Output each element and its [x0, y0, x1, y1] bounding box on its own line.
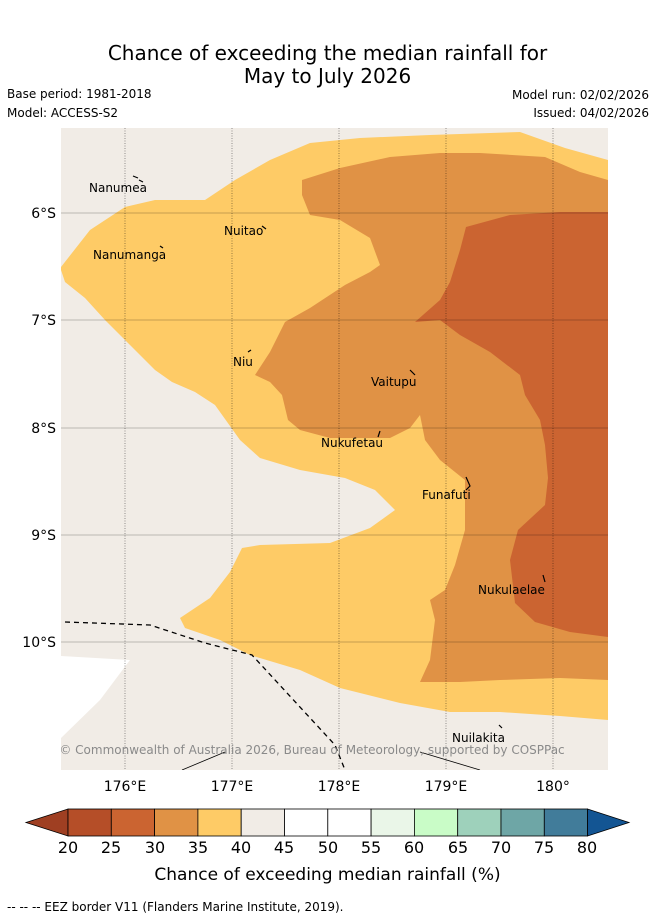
graticule [124, 128, 554, 770]
island-outlines [132, 175, 546, 729]
map-contours [61, 128, 608, 770]
latitude-lines [61, 212, 608, 643]
lat-label-9s: 9°S [31, 528, 56, 544]
lon-label-180: 180° [536, 779, 570, 795]
colorbar-tick-55: 55 [361, 838, 381, 857]
eez-border-south [181, 751, 226, 770]
issued-text: Issued: 04/02/2026 [533, 106, 649, 120]
colorbar-bin-55-60 [370, 808, 415, 837]
lat-label-8s: 8°S [31, 421, 56, 437]
colorbar-bin-75-80 [543, 808, 588, 837]
colorbar-tick-40: 40 [231, 838, 251, 857]
colorbar-tick-25: 25 [101, 838, 121, 857]
colorbar-bin-25-30 [110, 808, 156, 837]
place-label-nukufetau: Nukufetau [321, 436, 383, 450]
place-label-nuitao: Nuitao [224, 224, 263, 238]
colorbar-tick-60: 60 [404, 838, 424, 857]
place-label-nanumanga: Nanumanga [93, 248, 166, 262]
colorbar-tick-65: 65 [448, 838, 468, 857]
colorbar-tick-70: 70 [491, 838, 511, 857]
colorbar [24, 808, 631, 837]
lon-label-179e: 179°E [425, 779, 468, 795]
colorbar-tick-45: 45 [274, 838, 294, 857]
map-title-line-1: Chance of exceeding the median rainfall … [107, 41, 548, 65]
colorbar-tick-30: 30 [145, 838, 165, 857]
colorbar-tick-35: 35 [188, 838, 208, 857]
lon-label-177e: 177°E [211, 779, 254, 795]
place-label-nukulaelae: Nukulaelae [478, 583, 545, 597]
place-label-vaitupu: Vaitupu [371, 375, 417, 389]
colorbar-bin-60-65 [413, 808, 459, 837]
colorbar-bin-65-70 [457, 808, 502, 837]
place-label-funafuti: Funafuti [422, 488, 471, 502]
colorbar-bin-50-55 [327, 808, 372, 837]
colorbar-label: Chance of exceeding median rainfall (%) [154, 865, 501, 885]
lon-label-176e: 176°E [104, 779, 147, 795]
lon-label-178e: 178°E [318, 779, 361, 795]
eez-border-south-east [419, 751, 481, 770]
lat-label-10s: 10°S [22, 635, 56, 651]
base-period-text: Base period: 1981-2018 [7, 87, 152, 101]
map-title-line-2: May to July 2026 [243, 64, 412, 88]
eez-legend-text: -- -- -- EEZ border V11 (Flanders Marine… [7, 900, 344, 914]
colorbar-bin-30-35 [154, 808, 199, 837]
model-run-text: Model run: 02/02/2026 [511, 88, 649, 102]
eez-border [64, 621, 346, 770]
contour-25-30 [415, 212, 608, 637]
colorbar-bin-35-40 [197, 808, 242, 837]
place-label-nanumea: Nanumea [89, 181, 147, 195]
colorbar-bin-20-25 [67, 808, 112, 837]
lat-label-7s: 7°S [31, 313, 56, 329]
colorbar-tick-80: 80 [577, 838, 597, 857]
place-label-niu: Niu [233, 355, 253, 369]
place-label-nuilakita: Nuilakita [452, 731, 505, 745]
colorbar-bin-70-75 [500, 808, 545, 837]
model-text: Model: ACCESS-S2 [7, 106, 119, 120]
colorbar-bin-45-50 [284, 808, 329, 837]
colorbar-bin-40-45 [240, 808, 285, 837]
colorbar-arrow-low [24, 808, 69, 837]
colorbar-tick-20: 20 [58, 838, 78, 857]
colorbar-tick-50: 50 [318, 838, 338, 857]
colorbar-arrow-high [587, 808, 631, 837]
lat-label-6s: 6°S [31, 206, 56, 222]
copyright-text: © Commonwealth of Australia 2026, Bureau… [59, 743, 564, 757]
colorbar-tick-75: 75 [534, 838, 554, 857]
